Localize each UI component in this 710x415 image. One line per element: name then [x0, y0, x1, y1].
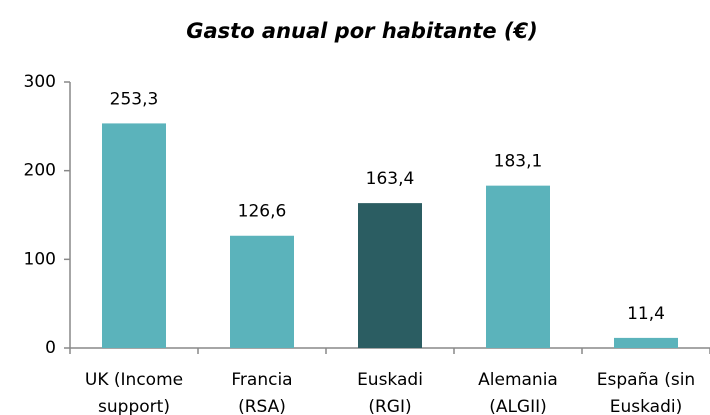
bar	[102, 123, 166, 348]
x-tick-label: Alemania (ALGII)	[478, 370, 558, 415]
x-tick-label: Euskadi (RGI)	[357, 370, 423, 415]
bar	[486, 185, 550, 348]
x-tick-label: Francia (RSA)	[231, 370, 292, 415]
chart-title: Gasto anual por habitante (€)	[186, 19, 537, 43]
y-tick-label: 0	[45, 338, 56, 358]
value-label: 253,3	[110, 89, 159, 109]
y-tick-label: 200	[24, 161, 56, 181]
bar	[358, 203, 422, 348]
bar	[614, 337, 678, 348]
value-label: 126,6	[238, 202, 287, 222]
value-label: 11,4	[627, 304, 665, 324]
value-label: 163,4	[366, 169, 415, 189]
value-label: 183,1	[494, 152, 543, 172]
y-tick-label: 100	[24, 249, 56, 269]
y-tick-label: 300	[24, 72, 56, 92]
x-tick-label: España (sin Euskadi)	[597, 370, 695, 415]
x-tick-label: UK (Income support)	[85, 370, 183, 415]
bar	[230, 235, 294, 348]
